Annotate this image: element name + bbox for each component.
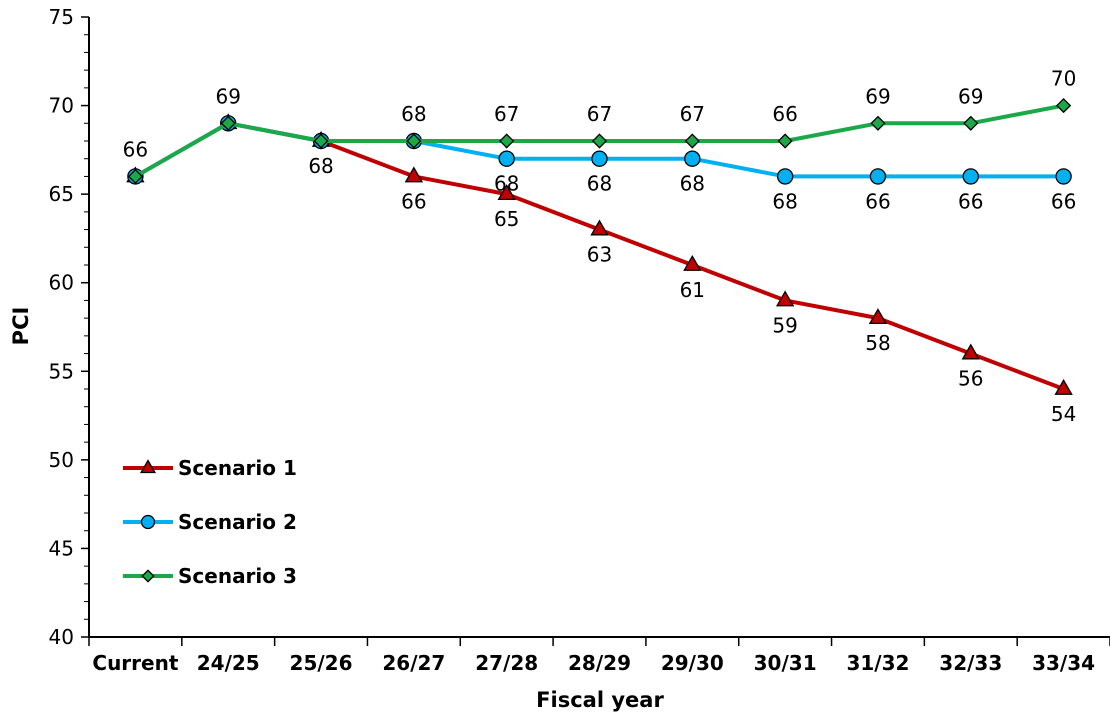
data-label: 70 <box>1051 67 1076 91</box>
data-label: 66 <box>123 137 148 161</box>
diamond-marker <box>684 133 700 149</box>
data-label: 68 <box>587 172 612 196</box>
data-labels: 66 65 63 61 59 58 56 54 68 68 68 68 68 66 66 66 66 69 68 67… <box>123 67 1077 426</box>
circle-marker <box>962 168 979 185</box>
triangle-marker <box>139 459 157 474</box>
triangle-marker <box>404 166 424 183</box>
data-label: 54 <box>1051 402 1076 426</box>
diamond-marker <box>1056 98 1072 114</box>
y-tick-label: 65 <box>49 182 74 206</box>
series-3 <box>127 98 1072 184</box>
legend-label: Scenario 1 <box>178 456 297 480</box>
diamond-marker <box>870 115 886 131</box>
data-label: 58 <box>865 331 890 355</box>
triangle-marker <box>868 308 888 325</box>
data-label: 61 <box>680 278 705 302</box>
y-tick-label: 75 <box>49 5 74 29</box>
data-label: 59 <box>772 313 797 337</box>
data-label: 67 <box>587 102 612 126</box>
x-tick-label: 31/32 <box>846 651 909 675</box>
diamond-marker <box>220 115 236 131</box>
data-label: 65 <box>494 207 519 231</box>
x-tick-label: 27/28 <box>475 651 538 675</box>
legend-item: Scenario 3 <box>123 564 297 588</box>
diamond-marker <box>591 133 608 149</box>
data-label: 66 <box>1051 189 1076 213</box>
legend-item: Scenario 2 <box>123 510 297 534</box>
data-label: 67 <box>680 102 705 126</box>
circle-marker <box>591 150 608 167</box>
diamond-marker <box>141 569 155 583</box>
x-tick-label: 24/25 <box>197 651 260 675</box>
x-tick-label: 30/31 <box>754 651 817 675</box>
circle-marker <box>869 168 887 185</box>
series-layer <box>126 98 1073 395</box>
diamond-marker <box>313 133 329 149</box>
y-tick-label: 40 <box>49 625 74 649</box>
x-tick-label: 25/26 <box>290 651 353 675</box>
data-label: 66 <box>865 189 890 213</box>
legend-label: Scenario 2 <box>178 510 297 534</box>
data-label: 66 <box>772 102 797 126</box>
y-tick-label: 50 <box>49 448 74 472</box>
diamond-marker <box>963 115 979 131</box>
x-tick-label: 29/30 <box>661 651 724 675</box>
y-tick-label: 70 <box>49 94 74 118</box>
x-axis-title: Fiscal year <box>536 688 664 712</box>
y-axis-title: PCI <box>9 307 33 346</box>
circle-marker <box>498 150 515 167</box>
circle-marker <box>776 168 794 185</box>
legend-item: Scenario 1 <box>123 456 297 480</box>
triangle-marker <box>683 254 702 271</box>
data-label: 68 <box>772 189 797 213</box>
circle-marker <box>1055 168 1072 185</box>
data-label: 66 <box>401 189 426 213</box>
diamond-marker <box>499 133 515 149</box>
triangle-marker <box>961 343 980 360</box>
x-tick-label: Current <box>92 651 178 675</box>
data-label: 68 <box>308 154 333 178</box>
diamond-marker <box>406 133 422 149</box>
triangle-marker <box>590 219 609 236</box>
y-tick-label: 55 <box>49 359 74 383</box>
circle-marker <box>140 514 156 530</box>
data-label: 68 <box>494 172 519 196</box>
y-tick-label: 60 <box>49 271 74 295</box>
axes: 40 45 50 55 60 65 70 75 Current 24/25 25/26 26/27 27… <box>49 5 1110 675</box>
legend: Scenario 1 Scenario 2 Scenario 3 <box>123 456 297 588</box>
data-label: 66 <box>958 189 983 213</box>
x-tick-label: 33/34 <box>1032 651 1095 675</box>
legend-label: Scenario 3 <box>178 564 297 588</box>
data-label: 69 <box>216 84 241 108</box>
data-label: 63 <box>587 243 612 267</box>
diamond-marker <box>127 168 143 184</box>
diamond-marker <box>777 133 793 149</box>
triangle-marker <box>497 184 516 201</box>
circle-marker <box>684 150 701 167</box>
x-tick-label: 26/27 <box>382 651 445 675</box>
triangle-marker <box>1054 378 1073 395</box>
data-label: 67 <box>494 102 519 126</box>
y-tick-label: 45 <box>49 536 74 560</box>
triangle-marker <box>775 290 795 307</box>
data-label: 69 <box>958 84 983 108</box>
x-tick-label: 32/33 <box>939 651 1002 675</box>
data-label: 68 <box>401 102 426 126</box>
data-label: 56 <box>958 367 983 391</box>
data-label: 69 <box>865 84 890 108</box>
x-tick-label: 28/29 <box>568 651 631 675</box>
data-label: 68 <box>680 172 705 196</box>
